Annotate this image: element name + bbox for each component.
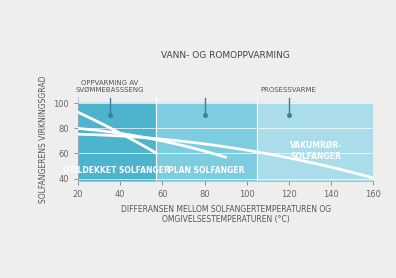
X-axis label: DIFFERANSEN MELLOM SOLFANGERTEMPERATUREN OG
OMGIVELSESTEMPERATUREN (°C): DIFFERANSEN MELLOM SOLFANGERTEMPERATUREN… xyxy=(120,205,331,224)
Bar xyxy=(257,103,373,181)
Text: OPPVARMING AV
SVØMMEBASSSENG: OPPVARMING AV SVØMMEBASSSENG xyxy=(76,80,144,93)
Text: UTILDEKKET SOLFANGER: UTILDEKKET SOLFANGER xyxy=(63,166,169,175)
Text: VAKUMRØR-
SOLFANGER: VAKUMRØR- SOLFANGER xyxy=(290,141,343,162)
Text: PROSESSVARME: PROSESSVARME xyxy=(261,87,317,93)
Title: VANN- OG ROMOPPVARMING: VANN- OG ROMOPPVARMING xyxy=(161,51,290,60)
Text: PLAN SOLFANGER: PLAN SOLFANGER xyxy=(168,166,245,175)
Bar xyxy=(78,103,156,181)
Bar xyxy=(156,103,257,181)
Y-axis label: SOLFANGERENS VIRKNINGSGRAD: SOLFANGERENS VIRKNINGSGRAD xyxy=(39,75,48,203)
